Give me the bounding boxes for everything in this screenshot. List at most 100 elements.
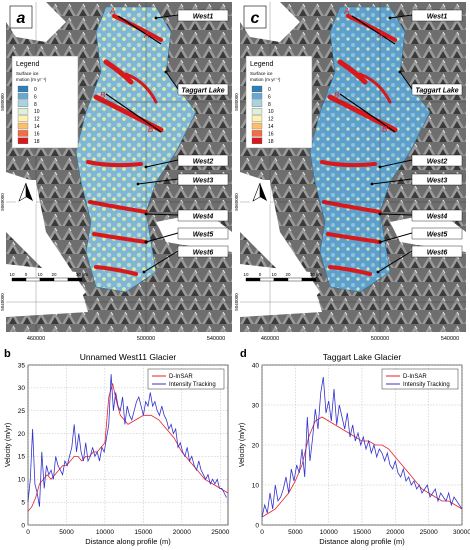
scale-tick-label: 10	[9, 272, 15, 277]
scale-tick-label: 10	[243, 272, 249, 277]
legend-swatch	[251, 100, 263, 107]
scale-bar: 10 0 10 20 30 km	[9, 272, 89, 282]
y-tick-label: 40	[252, 362, 260, 369]
glacier-label: West2	[378, 154, 463, 169]
glacier-label: West6	[142, 245, 229, 274]
legend-swatch	[251, 85, 263, 93]
northing-tick-label: 5040000	[0, 293, 5, 311]
legend-value: 0	[34, 87, 37, 93]
scale-bar-area	[6, 264, 88, 317]
legend-swatch	[251, 130, 263, 137]
profile-label: A'	[377, 31, 385, 40]
scale-tick-label: 10	[37, 272, 43, 277]
northing-tick-label: 5080000	[0, 93, 5, 111]
legend-value: 16	[268, 131, 274, 137]
fast-flow-streams	[320, 14, 398, 276]
north-arrow-icon	[16, 180, 36, 204]
legend-value: 6	[34, 94, 37, 100]
profile-label: B	[100, 91, 106, 100]
glacier-label: West5	[378, 227, 463, 244]
legend-swatch	[17, 137, 29, 144]
glacier-label-text: West5	[193, 232, 214, 239]
easting-tick-label: 460000	[261, 336, 279, 342]
series-line	[261, 376, 463, 518]
legend-value: 12	[268, 117, 274, 123]
scale-tick-label: 10	[271, 272, 277, 277]
y-tick-label: 10	[18, 477, 26, 484]
glacier-label: Taggart Lake	[398, 70, 463, 96]
chart-legend: D-InSAR Intensity Tracking	[147, 368, 225, 390]
y-tick-label: 10	[252, 482, 260, 489]
north-arrow-icon	[250, 180, 270, 204]
panel-letter-text: c	[251, 10, 260, 27]
legend-swatch	[251, 93, 263, 100]
glacier-label-text: West4	[193, 214, 214, 221]
y-axis-label: Velocity (m/yr)	[239, 423, 246, 467]
x-tick-label: 0	[260, 529, 264, 536]
panel-letter-text: d	[240, 348, 247, 360]
y-tick-label: 5	[21, 499, 25, 506]
y-tick-label: 30	[252, 402, 260, 409]
northing-tick-label: 5060000	[234, 193, 239, 211]
legend-swatch	[17, 115, 29, 122]
scale-bar-area	[240, 264, 322, 317]
legend-subtitle: Surface ice	[250, 71, 273, 76]
chart-panel-d: d Taggart Lake Glacier 0 5000 10000 15000 2000…	[239, 348, 470, 546]
legend-entry: D-InSAR	[169, 374, 193, 380]
legend-title: Legend	[16, 61, 39, 68]
glacier-label-text: West5	[427, 232, 448, 239]
scale-tick-label: 0	[25, 272, 28, 277]
y-tick-label: 0	[255, 522, 259, 529]
legend-subtitle: Surface ice	[16, 71, 39, 76]
legend-swatch	[17, 100, 29, 107]
scale-tick-label: 30 km	[310, 272, 323, 277]
plot-area	[27, 364, 229, 526]
glacier-label-text: West6	[427, 250, 448, 257]
profile-label: B	[334, 91, 340, 100]
profile-label: A	[343, 7, 349, 16]
profile-label: A	[109, 7, 115, 16]
scale-tick-label: 30 km	[76, 272, 89, 277]
profile-lines	[105, 15, 162, 133]
glacier-label: West1	[388, 9, 463, 22]
legend-swatch	[251, 108, 263, 115]
scale-tick-label: 20	[51, 272, 57, 277]
glacier-label-text: Taggart Lake	[181, 88, 224, 95]
glacier-label: West3	[370, 173, 463, 186]
legend-value: 8	[268, 102, 271, 108]
y-axis-label: Velocity (m/yr)	[5, 423, 12, 467]
x-tick-label: 0	[26, 529, 30, 536]
northing-tick-label: 5060000	[0, 193, 5, 211]
scale-tick-label: 20	[285, 272, 291, 277]
profile-label: A'	[143, 31, 151, 40]
y-tick-label: 15	[18, 454, 26, 461]
x-tick-label: 30000	[453, 529, 470, 536]
glacier-label: West4	[144, 209, 229, 222]
legend-subtitle: motion (m yr⁻¹)	[250, 77, 281, 82]
x-tick-label: 5000	[59, 529, 74, 536]
series-line	[27, 374, 227, 507]
glacier-label-text: West2	[193, 159, 214, 166]
panel-letter: c	[243, 5, 267, 29]
scale-tick-label: 0	[259, 272, 262, 277]
glacier-label-text: West2	[427, 159, 448, 166]
legend-value: 6	[268, 94, 271, 100]
legend-value: 18	[268, 139, 274, 145]
y-tick-label: 0	[21, 522, 25, 529]
legend-subtitle: motion (m yr⁻¹)	[16, 77, 47, 82]
chart-legend: D-InSAR Intensity Tracking	[381, 368, 459, 390]
legend-value: 14	[268, 124, 274, 130]
x-axis-label: Distance along profile (m)	[319, 537, 405, 546]
easting-tick-label: 540000	[441, 336, 459, 342]
x-tick-label: 10000	[320, 529, 338, 536]
northing-tick-label: 5080000	[234, 93, 239, 111]
y-tick-label: 20	[252, 442, 260, 449]
x-tick-label: 20000	[386, 529, 404, 536]
legend-title: Legend	[250, 61, 273, 68]
legend-value: 12	[34, 117, 40, 123]
lake-shape	[240, 172, 320, 302]
